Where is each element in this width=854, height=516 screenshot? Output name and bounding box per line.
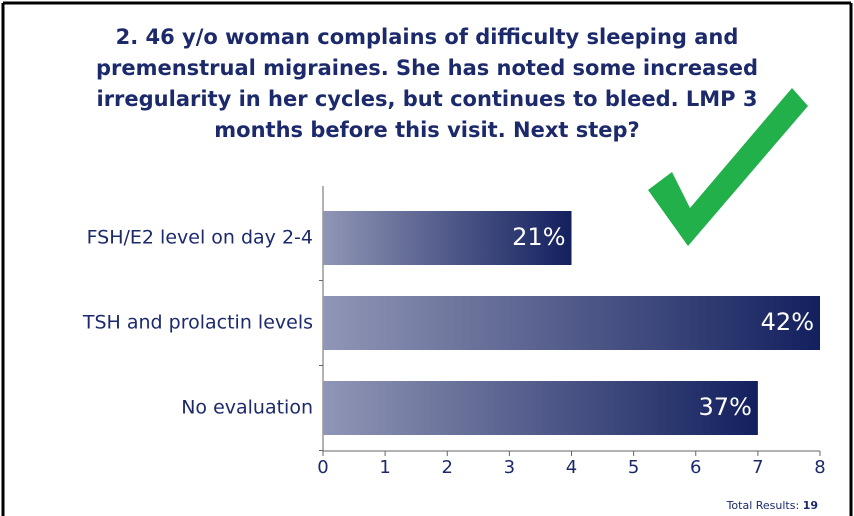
value-label: 42% xyxy=(761,308,814,336)
category-label: FSH/E2 level on day 2-4 xyxy=(87,227,313,249)
title-line: irregularity in her cycles, but continue… xyxy=(97,87,758,111)
bar xyxy=(323,296,820,350)
title-line: months before this visit. Next step? xyxy=(214,118,639,142)
x-tick-label: 5 xyxy=(628,457,639,478)
category-label: TSH and prolactin levels xyxy=(82,312,313,334)
value-label: 21% xyxy=(512,223,565,251)
total-value: 19 xyxy=(803,499,818,512)
x-tick-label: 6 xyxy=(690,457,701,478)
checkmark xyxy=(648,88,808,246)
x-tick-label: 8 xyxy=(814,457,825,478)
x-tick-label: 0 xyxy=(317,457,328,478)
x-tick-label: 4 xyxy=(566,457,577,478)
bar xyxy=(323,381,758,435)
bar xyxy=(323,211,572,265)
title-line: premenstrual migraines. She has noted so… xyxy=(96,56,758,80)
category-label: No evaluation xyxy=(181,397,313,419)
total-label: Total Results: xyxy=(726,499,800,512)
x-tick-label: 2 xyxy=(442,457,453,478)
x-tick-label: 3 xyxy=(504,457,515,478)
title-line: 2. 46 y/o woman complains of difficulty … xyxy=(116,25,739,49)
x-tick-label: 1 xyxy=(379,457,390,478)
value-label: 37% xyxy=(699,393,752,421)
total-results: Total Results: 19 xyxy=(726,499,818,512)
x-tick-label: 7 xyxy=(752,457,763,478)
title: 2. 46 y/o woman complains of difficulty … xyxy=(96,25,758,142)
